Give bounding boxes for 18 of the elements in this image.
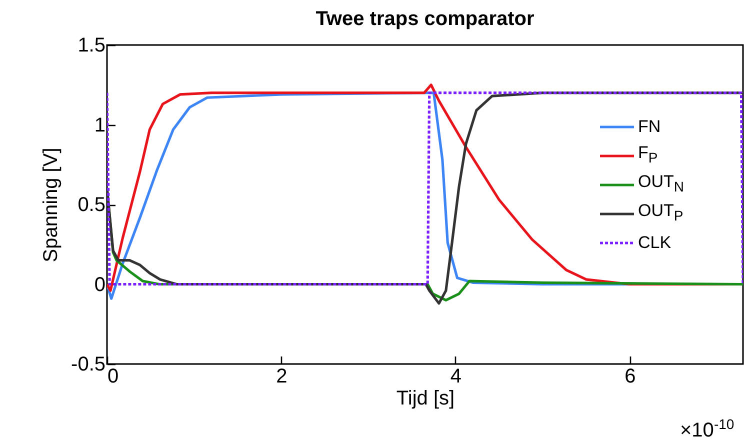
legend-label: F$_{P}$: [638, 143, 658, 168]
x-tick-label: 2: [276, 366, 288, 388]
x-tick-label: 4: [450, 366, 462, 388]
chart-title: Twee traps comparator: [316, 8, 535, 30]
legend-label: OUT$_{N}$: [638, 172, 684, 197]
x-tick-label: 0: [108, 366, 119, 388]
y-tick-label: 1: [94, 114, 106, 136]
x-tick-label: 6: [624, 366, 636, 388]
legend-label: CLK: [638, 232, 672, 252]
y-tick-label: 0.5: [78, 194, 106, 216]
legend-label: OUT$_{P}$: [638, 201, 684, 226]
legend-label: FN: [638, 116, 661, 136]
y-axis-title: Spanning [V]: [40, 148, 62, 262]
y-tick-label: 0: [94, 274, 106, 296]
x-axis-title: Tijd [s]: [396, 388, 455, 410]
y-tick-label: -0.5: [71, 354, 106, 376]
text: ×10$^{-10}$: [680, 416, 734, 443]
y-tick-label: 1.5: [78, 34, 106, 56]
